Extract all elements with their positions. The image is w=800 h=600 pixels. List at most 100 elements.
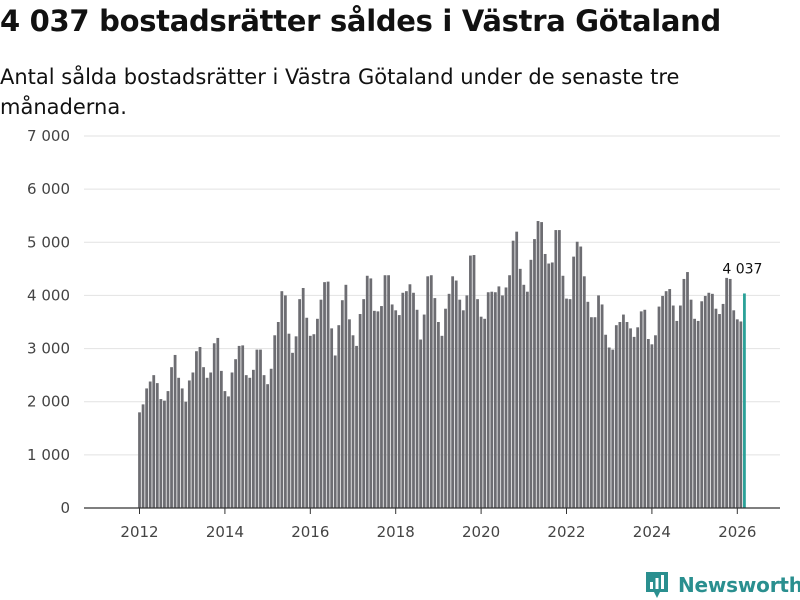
bar [678,305,682,508]
x-tick-label: 2012 [120,523,158,541]
bar [575,241,579,508]
bar [376,311,380,508]
bar [657,306,661,508]
bar [597,295,600,508]
bar [671,305,675,508]
bar [483,318,487,508]
bar [493,292,497,508]
bar [205,377,209,508]
bar [714,308,718,508]
bar [689,299,693,508]
bar [721,303,725,508]
bar [454,280,458,508]
bar [319,299,323,508]
bar [212,343,216,508]
bar [141,404,145,508]
bar [579,246,583,509]
bar [501,295,504,508]
bar [600,304,604,508]
bar [259,349,262,508]
y-tick-label: 0 [60,499,70,517]
bar [159,399,163,508]
bar [387,275,390,508]
bar [358,314,362,508]
bar [668,289,672,508]
bar [202,367,205,508]
bar [593,317,597,508]
bar [636,327,640,508]
bar [173,354,177,508]
bar-highlight [743,293,746,508]
bar [461,310,465,508]
bar [404,291,408,508]
bar [180,388,184,508]
bar [490,291,494,508]
bar [301,287,305,508]
bar [732,310,736,508]
bar [372,310,376,508]
bar [244,375,248,508]
value-annotation: 4 037 [722,261,762,277]
bar [664,291,668,508]
bar [191,372,195,508]
bar [337,325,341,508]
bar [518,268,522,508]
bar [618,322,622,508]
bar [138,412,141,508]
bar [152,375,156,508]
bar [469,255,472,508]
brand-logo: Newsworthy [644,570,800,600]
bar [209,372,213,508]
bar [291,352,294,508]
chart-subtitle: Antal sålda bostadsrätter i Västra Götal… [0,65,680,119]
bar [604,334,608,508]
bar [622,314,625,508]
bar [629,328,632,508]
bar [639,311,643,508]
bar [433,298,437,508]
bar [529,259,533,508]
bar [397,315,401,508]
x-tick-label: 2016 [291,523,329,541]
bar [661,295,664,508]
bar [145,388,149,508]
bar [479,316,483,508]
bar [693,318,696,508]
bar [365,275,369,508]
y-tick-label: 5 000 [27,233,70,251]
x-tick-label: 2018 [377,523,415,541]
bar [340,300,344,508]
bar [284,295,287,508]
bar [227,396,230,508]
bar [547,263,551,508]
bar [465,295,469,508]
bar [472,255,476,508]
bar [419,339,423,508]
bar [451,276,455,508]
x-axis: 2012 2014 2016 2018 2020 2022 2024 2026 [84,507,780,541]
bar [497,286,501,508]
bar [739,321,743,508]
bar [590,317,593,508]
bar [148,381,152,508]
bar [511,240,515,508]
bar [607,347,611,508]
bar [241,345,245,508]
bar [166,391,170,508]
bar [198,346,202,508]
bar [219,370,223,508]
bar [276,322,280,508]
bar [316,318,319,508]
bar [718,314,721,508]
brand-name: Newsworthy [678,573,800,597]
bar [586,301,590,508]
bar [458,299,462,508]
bar [412,292,415,508]
bar [707,292,711,508]
bar [223,391,227,508]
bar [429,275,433,508]
x-tick-label: 2020 [462,523,500,541]
bar [230,372,234,508]
bar [561,275,565,508]
bar [294,336,298,508]
